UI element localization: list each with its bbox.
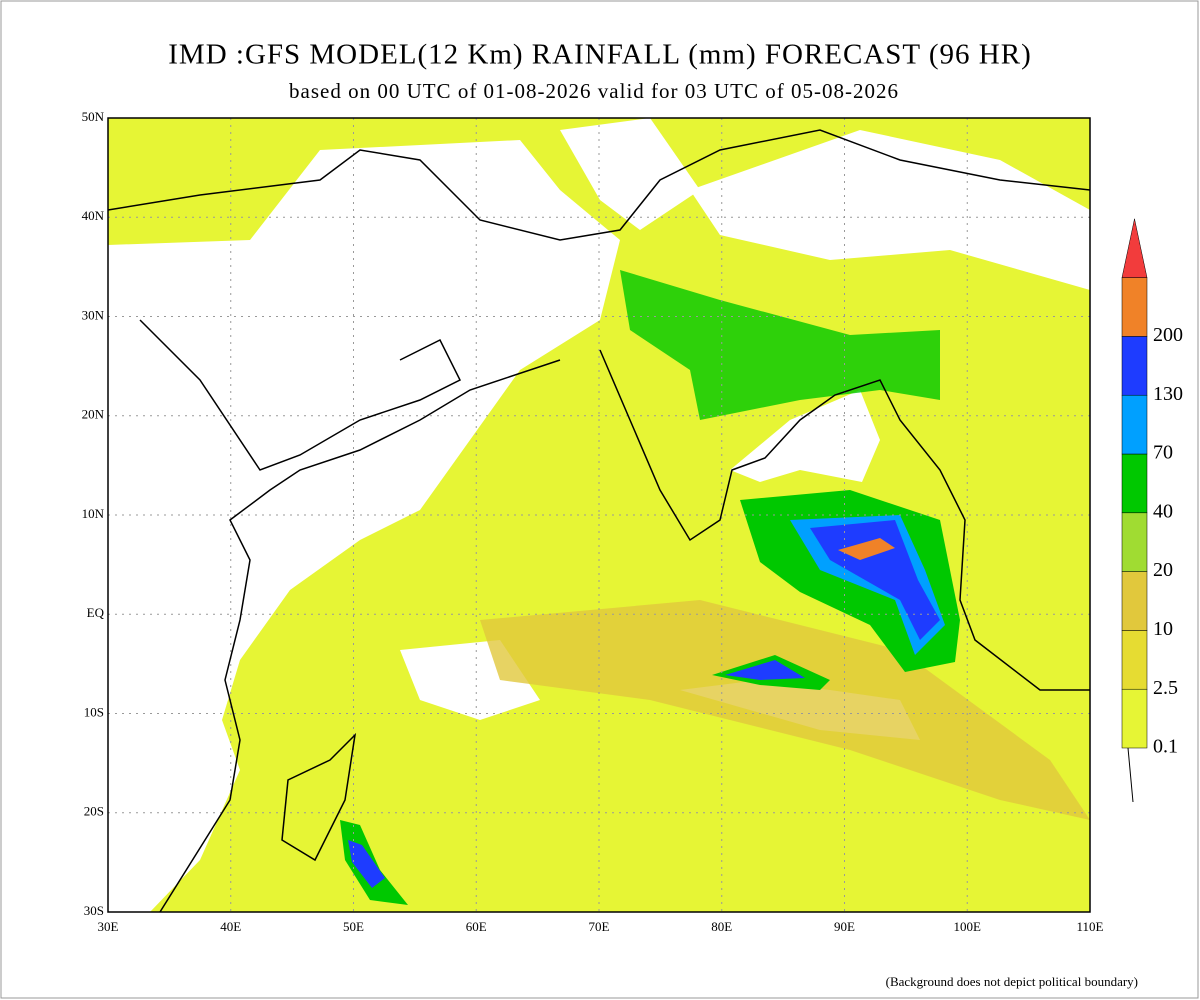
note: (Background does not depict political bo… xyxy=(886,974,1138,989)
legend-tail xyxy=(1127,747,1134,803)
rain-bay-orange xyxy=(838,538,895,560)
light-rain-band xyxy=(480,600,1090,820)
legend-swatch xyxy=(1121,630,1148,690)
lon-label: 70E xyxy=(589,919,610,934)
lon-label: 80E xyxy=(711,919,732,934)
legend-arrow xyxy=(1121,218,1148,278)
lat-label: 30N xyxy=(82,307,105,322)
legend-swatch xyxy=(1121,688,1148,749)
legend-swatch xyxy=(1121,336,1148,396)
coastline-arabia xyxy=(159,359,561,913)
coastline-north xyxy=(107,129,1091,241)
lat-label: 40N xyxy=(82,208,105,223)
lat-label: 10S xyxy=(84,704,104,719)
coastline-india xyxy=(599,349,1090,691)
title: IMD :GFS MODEL(12 Km) RAINFALL (mm) FORE… xyxy=(168,39,1031,71)
legend-swatch xyxy=(1121,394,1148,455)
rain-madagascar-blue xyxy=(348,840,385,888)
no-rain-india xyxy=(730,390,880,482)
map-border xyxy=(107,117,1091,913)
legend-level: 40 xyxy=(1153,500,1173,522)
lon-label: 60E xyxy=(466,919,487,934)
lon-label: 110E xyxy=(1077,919,1104,934)
madagascar xyxy=(281,732,357,862)
lon-label: 30E xyxy=(98,919,119,934)
legend-level: 130 xyxy=(1153,383,1183,405)
rain-south-blue xyxy=(725,660,805,680)
legend-level: 10 xyxy=(1153,618,1173,640)
legend-swatch xyxy=(1121,512,1148,572)
lon-label: 90E xyxy=(834,919,855,934)
coastline-gulf xyxy=(139,319,462,471)
legend-level: 0.1 xyxy=(1153,736,1178,758)
legend-swatch xyxy=(1121,277,1148,337)
lon-label: 100E xyxy=(954,919,982,934)
lat-label: 20S xyxy=(84,804,104,819)
lat-label: EQ xyxy=(87,605,105,620)
no-rain-north xyxy=(690,130,1090,290)
legend-swatch xyxy=(1121,453,1148,514)
lat-label: 20N xyxy=(82,407,105,422)
lon-label: 50E xyxy=(343,919,364,934)
legend-level: 200 xyxy=(1153,324,1183,346)
lat-label: 10N xyxy=(82,506,105,521)
legend-level: 20 xyxy=(1153,559,1173,581)
lat-label: 50N xyxy=(82,109,105,124)
legend-level: 70 xyxy=(1153,442,1173,464)
subtitle: based on 00 UTC of 01-08-2026 valid for … xyxy=(289,79,899,103)
grid xyxy=(108,118,1090,912)
no-rain-north2 xyxy=(560,118,700,230)
legend-swatch xyxy=(1121,571,1148,631)
legend-level: 2.5 xyxy=(1153,677,1178,699)
lon-label: 40E xyxy=(220,919,241,934)
rain-himalaya xyxy=(620,270,940,420)
lat-label: 30S xyxy=(84,903,104,918)
map-area xyxy=(107,117,1091,913)
no-rain-west xyxy=(108,140,620,912)
legend: 0.1 2.5 10 20 40 70 130 200 xyxy=(1121,218,1183,758)
